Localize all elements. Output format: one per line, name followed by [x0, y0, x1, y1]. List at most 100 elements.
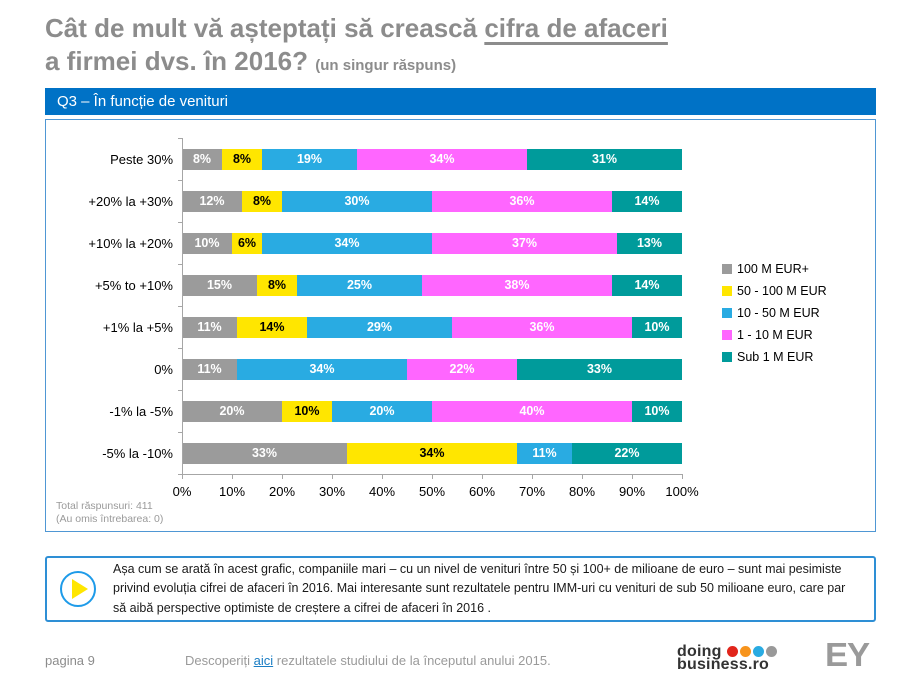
x-axis-tick-label: 70%	[518, 484, 546, 499]
legend-label: 100 M EUR+	[737, 262, 809, 276]
legend-marker	[722, 308, 732, 318]
ey-logo: EY	[824, 636, 870, 673]
bar-row: +5% to +10% 15% 8% 25% 38% 14%	[46, 264, 682, 306]
bar-segment: 22%	[572, 442, 682, 464]
x-axis-tick-label: 30%	[318, 484, 346, 499]
bar-segment: 8%	[257, 274, 297, 296]
bar-track: 10% 6% 34% 37% 13%	[182, 232, 682, 254]
chart-notes: Total răspunsuri: 411 (Au omis întrebare…	[56, 500, 163, 527]
title-line-1: Cât de mult vă așteptați să crească cifr…	[45, 13, 668, 43]
legend-label: 10 - 50 M EUR	[737, 306, 820, 320]
bar-track: 11% 34% 22% 33%	[182, 358, 682, 380]
x-axis-tick	[582, 474, 583, 479]
x-axis-tick-label: 0%	[172, 484, 192, 499]
bar-track: 15% 8% 25% 38% 14%	[182, 274, 682, 296]
x-axis-tick	[232, 474, 233, 479]
bar-segment: 11%	[182, 358, 237, 380]
bar-segment: 12%	[182, 190, 242, 212]
bar-row: +10% la +20% 10% 6% 34% 37% 13%	[46, 222, 682, 264]
legend-label: 1 - 10 M EUR	[737, 328, 813, 342]
bar-segment: 11%	[182, 316, 237, 338]
bar-segment: 10%	[182, 232, 232, 254]
x-axis-tick	[482, 474, 483, 479]
page-number: pagina 9	[45, 653, 95, 668]
logo-dot	[739, 646, 751, 657]
bar-segment: 8%	[222, 148, 262, 170]
x-axis-tick-label: 80%	[568, 484, 596, 499]
category-label: -5% la -10%	[102, 445, 173, 461]
y-axis-tick	[178, 264, 182, 265]
chart-container: Peste 30% 8% 8% 19% 34% 31% +20% la +30% 12% 8% 3…	[45, 119, 876, 532]
callout-text: Așa cum se arată în acest grafic, compan…	[113, 561, 846, 615]
omitted-note: (Au omis întrebarea: 0)	[56, 513, 164, 526]
doingbusiness-logo-line1: doing	[677, 643, 722, 660]
bar-segment: 29%	[307, 316, 452, 338]
x-axis-tick	[432, 474, 433, 479]
legend-marker	[722, 264, 732, 274]
bar-segment: 14%	[612, 190, 682, 212]
category-label: +1% la +5%	[102, 319, 173, 335]
chart-legend: 100 M EUR+ 50 - 100 M EUR 10 - 50 M EUR 1 -…	[722, 258, 827, 368]
bar-segment: 10%	[632, 400, 682, 422]
y-axis-tick	[178, 390, 182, 391]
bar-segment: 34%	[347, 442, 517, 464]
legend-marker	[722, 286, 732, 296]
section-banner: Q3 – În funcție de venituri	[45, 88, 876, 115]
play-triangle	[72, 579, 88, 599]
bar-row: +1% la +5% 11% 14% 29% 36% 10%	[46, 306, 682, 348]
bar-track: 33% 34% 11% 22%	[182, 442, 682, 464]
bar-segment: 19%	[262, 148, 357, 170]
bar-track: 8% 8% 19% 34% 31%	[182, 148, 682, 170]
legend-marker	[722, 330, 732, 340]
legend-label: Sub 1 M EUR	[737, 350, 814, 364]
footer-note: Descoperiți aici rezultatele studiului d…	[185, 653, 551, 668]
logo-dot	[726, 646, 738, 657]
bar-row: 0% 11% 34% 22% 33%	[46, 348, 682, 390]
bar-segment: 40%	[432, 400, 632, 422]
bar-segment: 11%	[517, 442, 572, 464]
x-axis-tick	[682, 474, 683, 479]
bar-segment: 20%	[182, 400, 282, 422]
bar-segment: 36%	[432, 190, 612, 212]
total-responses: Total răspunsuri: 411	[56, 499, 153, 512]
bar-segment: 13%	[617, 232, 682, 254]
x-axis-tick	[182, 474, 183, 479]
y-axis-tick	[178, 222, 182, 223]
bar-segment: 33%	[182, 442, 347, 464]
bar-segment: 8%	[242, 190, 282, 212]
y-axis-tick	[178, 138, 182, 139]
page-title: Cât de mult vă așteptați să crească cifr…	[45, 12, 885, 82]
bar-row: -1% la -5% 20% 10% 20% 40% 10%	[46, 390, 682, 432]
bar-segment: 25%	[297, 274, 422, 296]
bar-track: 12% 8% 30% 36% 14%	[182, 190, 682, 212]
y-axis-line	[182, 138, 183, 474]
legend-item: Sub 1 M EUR	[722, 346, 827, 368]
bar-segment: 34%	[262, 232, 432, 254]
legend-marker	[722, 352, 732, 362]
x-axis-tick-label: 40%	[368, 484, 396, 499]
category-label: +5% to +10%	[94, 277, 173, 293]
bar-segment: 34%	[357, 148, 527, 170]
title-suffix: (un singur răspuns)	[315, 57, 457, 74]
bar-segment: 33%	[517, 358, 682, 380]
x-axis-tick-label: 50%	[418, 484, 446, 499]
play-icon	[60, 571, 96, 607]
legend-item: 100 M EUR+	[722, 258, 827, 280]
bar-segment: 37%	[432, 232, 617, 254]
bar-segment: 10%	[282, 400, 332, 422]
legend-item: 10 - 50 M EUR	[722, 302, 827, 324]
category-label: +10% la +20%	[88, 235, 173, 251]
y-axis-tick	[178, 348, 182, 349]
title-line-2: a firmei dvs. în 2016? (un singur răspun…	[45, 46, 457, 76]
bar-segment: 38%	[422, 274, 612, 296]
category-label: -1% la -5%	[109, 403, 173, 419]
x-axis-tick-label: 20%	[268, 484, 296, 499]
aici-link[interactable]: aici	[253, 653, 274, 668]
insight-callout: Așa cum se arată în acest grafic, compan…	[45, 556, 876, 622]
bar-track: 11% 14% 29% 36% 10%	[182, 316, 682, 338]
title-underlined-phrase: cifra de afaceri	[484, 13, 668, 43]
logo-dot	[752, 646, 764, 657]
y-axis-tick	[178, 306, 182, 307]
x-axis-tick	[332, 474, 333, 479]
